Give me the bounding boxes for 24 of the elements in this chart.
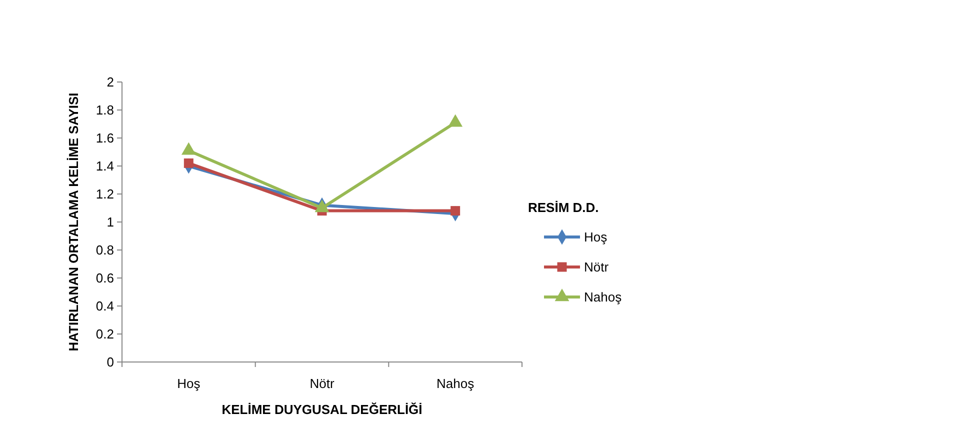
x-axis-title: KELİME DUYGUSAL DEĞERLİĞİ xyxy=(222,402,422,417)
y-tick-label: 0 xyxy=(106,354,114,370)
y-axis-title: HATIRLANAN ORTALAMA KELİME SAYISI xyxy=(66,92,81,352)
y-tick-label: 1.4 xyxy=(96,158,114,174)
point xyxy=(181,142,196,155)
y-tick-label: 1.2 xyxy=(96,186,114,202)
y-tick-label: 1.6 xyxy=(96,130,114,146)
y-tick-label: 0.8 xyxy=(96,242,114,258)
x-tick-label: Hoş xyxy=(177,376,201,391)
point xyxy=(450,206,460,216)
legend-label: Hoş xyxy=(584,230,608,245)
y-tick-label: 2 xyxy=(106,74,114,90)
y-tick-label: 1.8 xyxy=(96,102,114,118)
legend-title: RESİM D.D. xyxy=(528,200,599,215)
x-tick-label: Nahoş xyxy=(436,376,475,391)
y-tick-label: 0.6 xyxy=(96,270,114,286)
y-tick-label: 0.4 xyxy=(96,298,114,314)
x-tick-label: Nötr xyxy=(310,376,335,391)
y-tick-label: 0.2 xyxy=(96,326,114,342)
legend-label: Nötr xyxy=(584,260,610,275)
legend-label: Nahoş xyxy=(584,290,622,305)
point xyxy=(448,114,463,127)
y-tick-label: 1 xyxy=(106,214,114,230)
point xyxy=(184,158,194,168)
